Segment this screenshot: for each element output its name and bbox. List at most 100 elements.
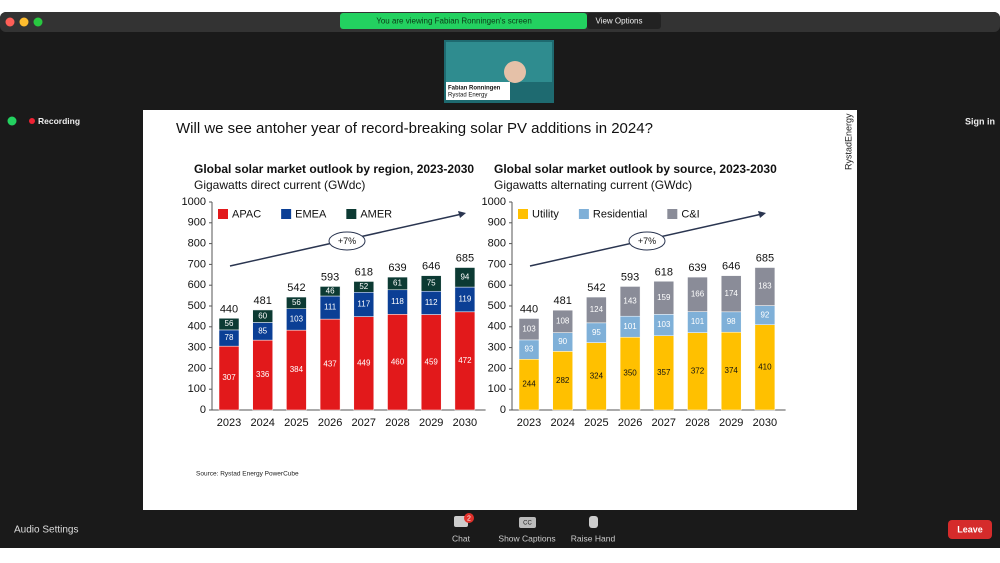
segment-label: 336	[256, 370, 270, 379]
segment-label: 244	[522, 380, 536, 389]
y-tick-label: 1000	[182, 196, 206, 208]
participant-name: Fabian Ronningen	[448, 86, 501, 92]
x-tick-label: 2026	[318, 417, 342, 429]
bar-segment	[754, 267, 776, 306]
zoom[interactable]	[33, 17, 43, 27]
leave-label[interactable]: Leave	[957, 524, 983, 534]
cc-icon-text: CC	[523, 521, 532, 527]
security-icon[interactable]	[7, 116, 17, 126]
captions-label[interactable]: Show Captions	[498, 533, 555, 543]
video-slide	[446, 42, 552, 82]
bar-segment	[420, 275, 442, 292]
segment-label: 61	[393, 279, 402, 288]
recording-label: Recording	[38, 116, 80, 126]
bar-segment	[454, 267, 476, 288]
total-label: 639	[688, 262, 706, 274]
y-tick-label: 200	[188, 362, 206, 374]
segment-label: 118	[391, 297, 404, 306]
bar-segment	[218, 318, 240, 331]
total-label: 593	[321, 272, 339, 284]
close[interactable]	[5, 17, 15, 27]
minimize[interactable]	[19, 17, 29, 27]
legend-swatch	[578, 209, 589, 219]
segment-label: 103	[657, 320, 671, 329]
annotation-bubble	[628, 231, 666, 251]
x-tick-label: 2029	[719, 417, 743, 429]
y-tick-label: 200	[488, 362, 506, 374]
view-options-label[interactable]: View Options	[596, 17, 643, 26]
y-tick-label: 600	[188, 279, 206, 291]
x-tick-label: 2030	[453, 417, 477, 429]
x-tick-label: 2028	[385, 417, 409, 429]
segment-label: 117	[357, 300, 370, 309]
participant-org: Rystad Energy	[448, 93, 487, 99]
legend-swatch	[346, 209, 357, 219]
chat-badge	[464, 513, 474, 523]
total-label: 646	[722, 261, 740, 273]
legend-label: EMEA	[295, 208, 327, 220]
segment-label: 159	[657, 293, 671, 302]
segment-label: 166	[691, 289, 705, 298]
annotation: +7%	[338, 236, 356, 246]
segment-label: 119	[459, 295, 472, 304]
segment-label: 307	[222, 373, 236, 382]
segment-label: 93	[525, 345, 534, 354]
segment-label: 174	[725, 289, 739, 298]
segment-label: 372	[691, 366, 705, 375]
y-tick-label: 100	[488, 383, 506, 395]
legend-swatch	[518, 209, 528, 219]
legend-label: AMER	[360, 208, 392, 220]
total-label: 593	[621, 272, 639, 284]
view-options[interactable]	[587, 13, 661, 29]
segment-label: 75	[427, 279, 436, 288]
segment-label: 112	[425, 298, 438, 307]
segment-label: 101	[623, 322, 637, 331]
total-label: 481	[554, 295, 572, 307]
segment-label: 472	[458, 356, 472, 365]
leave-button[interactable]	[948, 520, 992, 539]
arrow-head	[458, 211, 466, 218]
bar-segment	[387, 276, 408, 291]
total-label: 639	[388, 262, 406, 274]
y-tick-label: 500	[488, 300, 506, 312]
segment-label: 103	[522, 324, 536, 333]
y-tick-label: 600	[488, 279, 506, 291]
segment-label: 449	[357, 358, 371, 367]
y-tick-label: 800	[488, 238, 506, 250]
x-tick-label: 2025	[284, 417, 308, 429]
speaker-head	[504, 61, 526, 83]
x-tick-label: 2023	[517, 417, 541, 429]
segment-label: 85	[258, 326, 267, 335]
audio-settings[interactable]: Audio Settings	[14, 525, 79, 536]
brand: RystadEnergy	[843, 113, 853, 170]
y-tick-label: 0	[500, 404, 506, 416]
y-tick-label: 300	[188, 342, 206, 354]
annotation: +7%	[638, 236, 656, 246]
segment-label: 92	[760, 310, 769, 319]
bar-segment	[687, 276, 708, 312]
chart-title: Global solar market outlook by region, 2…	[194, 162, 474, 176]
y-tick-label: 100	[188, 383, 206, 395]
y-tick-label: 700	[488, 258, 506, 270]
sign-in[interactable]: Sign in	[965, 116, 995, 126]
cc-icon[interactable]	[519, 517, 536, 528]
chat-label[interactable]: Chat	[452, 533, 471, 543]
segment-label: 52	[359, 282, 368, 291]
share-banner	[340, 13, 587, 29]
segment-label: 103	[290, 315, 304, 324]
slide-title: Will we see antoher year of record-break…	[176, 120, 653, 137]
source: Source: Rystad Energy PowerCube	[196, 471, 299, 478]
chart-subtitle: Gigawatts alternating current (GWdc)	[494, 178, 692, 192]
segment-label: 437	[323, 360, 337, 369]
legend-swatch	[667, 209, 678, 219]
hand-icon[interactable]	[589, 516, 598, 528]
total-label: 685	[756, 252, 774, 264]
raise-hand-label[interactable]: Raise Hand	[571, 533, 616, 543]
bar-segment	[518, 318, 540, 341]
chart-subtitle: Gigawatts direct current (GWdc)	[194, 178, 365, 192]
segment-label: 56	[225, 319, 234, 328]
segment-label: 56	[292, 298, 301, 307]
x-tick-label: 2029	[419, 417, 443, 429]
legend-label: APAC	[232, 208, 261, 220]
